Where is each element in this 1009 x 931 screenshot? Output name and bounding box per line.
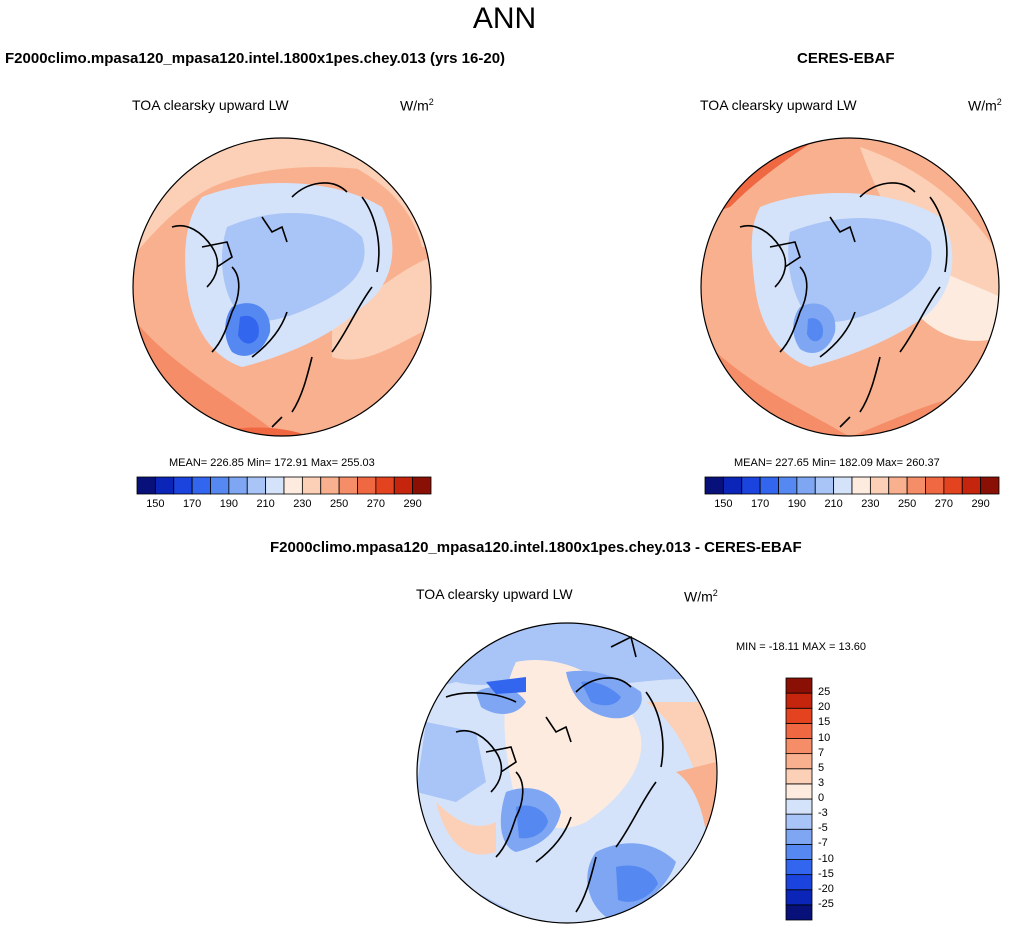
panel2-colorbar-swatch — [704, 476, 724, 495]
panel3-colorbar-swatch — [785, 753, 813, 770]
panel2-colorbar-swatch — [943, 476, 963, 495]
panel1-colorbar-swatch — [265, 476, 285, 495]
panel2-colorbar-swatch — [869, 476, 890, 495]
panel3-colorbar-swatch — [785, 874, 813, 891]
panel3-map — [416, 622, 718, 924]
panel3-colorbar-tick-label: -20 — [818, 882, 834, 895]
panel1-map — [132, 137, 432, 437]
panel3-colorbar-tick-label: -5 — [818, 822, 828, 835]
panel1-units: W/m2 — [400, 97, 434, 114]
panel2-map — [700, 137, 1000, 437]
panel1-colorbar-swatch — [246, 476, 267, 495]
panel1-colorbar-tick-label: 190 — [219, 498, 239, 510]
panel2-colorbar-tick-label: 270 — [934, 498, 954, 510]
panel1-colorbar-swatch — [375, 476, 395, 495]
panel2-colorbar — [704, 476, 1000, 495]
panel2-colorbar-tick-label: 210 — [824, 498, 843, 510]
panel2-colorbar-tick-label: 230 — [861, 498, 880, 510]
panel1-colorbar — [136, 476, 432, 495]
panel1-stats: MEAN= 226.85 Min= 172.91 Max= 255.03 — [169, 457, 375, 469]
panel3-colorbar-swatch — [785, 783, 813, 800]
panel3-colorbar-swatch — [785, 904, 813, 921]
panel3-colorbar-tick-label: -25 — [818, 897, 834, 910]
panel2-units: W/m2 — [968, 97, 1002, 114]
panel3-colorbar-swatch — [785, 859, 813, 876]
panel3-colorbar-swatch — [785, 828, 813, 845]
panel1-colorbar-swatch — [357, 476, 377, 495]
panel3-colorbar-tick-label: 25 — [818, 686, 831, 699]
panel2-colorbar-swatch — [980, 476, 1000, 495]
panel2-colorbar-swatch — [961, 476, 982, 495]
panel3-colorbar-tick-label: 5 — [818, 761, 825, 774]
panel1-colorbar-swatch — [228, 476, 248, 495]
panel3-colorbar-tick-label: 7 — [818, 746, 825, 759]
panel2-colorbar-tick-label: 290 — [971, 498, 990, 510]
panel3-colorbar-swatch — [785, 692, 813, 709]
panel2-colorbar-swatch — [759, 476, 779, 495]
panel3-colorbar-tick-label: 3 — [818, 776, 825, 789]
panel1-colorbar-swatch — [136, 476, 156, 495]
panel1-colorbar-tick-label: 230 — [293, 498, 312, 510]
panel2-title: CERES-EBAF — [797, 50, 895, 67]
panel1-colorbar-swatch — [191, 476, 211, 495]
figure-title: ANN — [472, 2, 537, 35]
panel3-colorbar-swatch — [785, 813, 813, 830]
panel3-colorbar-swatch — [785, 798, 813, 815]
panel1-colorbar-tick-label: 270 — [366, 498, 386, 510]
panel3-colorbar-tick-label: 10 — [818, 731, 831, 744]
panel2-colorbar-swatch — [796, 476, 816, 495]
panel1-colorbar-swatch — [320, 476, 340, 495]
panel2-colorbar-swatch — [722, 476, 743, 495]
panel1-colorbar-tick-label: 170 — [182, 498, 202, 510]
panel1-colorbar-swatch — [393, 476, 414, 495]
panel1-colorbar-swatch — [154, 476, 175, 495]
panel2-stats: MEAN= 227.65 Min= 182.09 Max= 260.37 — [734, 457, 940, 469]
panel3-colorbar-swatch — [785, 889, 813, 906]
panel3-units: W/m2 — [684, 588, 718, 605]
panel1-colorbar-swatch — [412, 476, 432, 495]
panel3-colorbar-tick-label: 20 — [818, 701, 831, 714]
panel3-colorbar-swatch — [785, 843, 813, 860]
panel3-colorbar-swatch — [785, 722, 813, 739]
panel1-colorbar-tick-label: 250 — [329, 498, 349, 510]
panel3-colorbar-swatch — [785, 738, 813, 755]
panel1-colorbar-swatch — [210, 476, 230, 495]
panel1-colorbar-swatch — [338, 476, 358, 495]
panel2-colorbar-swatch — [925, 476, 945, 495]
panel1-colorbar-swatch — [173, 476, 193, 495]
panel1-colorbar-tick-label: 290 — [403, 498, 422, 510]
panel2-variable: TOA clearsky upward LW — [700, 97, 857, 113]
panel2-colorbar-swatch — [741, 476, 761, 495]
panel2-colorbar-swatch — [778, 476, 798, 495]
panel3-colorbar-swatch — [785, 707, 813, 724]
panel3-colorbar-swatch — [785, 768, 813, 785]
panel3-stats: MIN = -18.11 MAX = 13.60 — [736, 641, 867, 653]
panel2-colorbar-swatch — [888, 476, 908, 495]
panel3-colorbar-tick-label: 0 — [818, 792, 825, 804]
panel1-colorbar-tick-label: 150 — [146, 498, 165, 510]
panel1-colorbar-swatch — [283, 476, 303, 495]
panel2-colorbar-tick-label: 150 — [714, 498, 733, 510]
panel2-colorbar-swatch — [814, 476, 835, 495]
panel3-colorbar-tick-label: -7 — [818, 837, 828, 850]
panel1-title: F2000climo.mpasa120_mpasa120.intel.1800x… — [5, 50, 506, 67]
panel3-colorbar-tick-label: 15 — [818, 716, 831, 729]
panel3-colorbar — [785, 677, 813, 921]
panel1-colorbar-tick-label: 210 — [256, 498, 275, 510]
panel2-colorbar-tick-label: 170 — [750, 498, 770, 510]
panel3-colorbar-tick-label: -3 — [818, 807, 828, 820]
panel3-colorbar-tick-label: -10 — [818, 852, 834, 865]
panel3-title: F2000climo.mpasa120_mpasa120.intel.1800x… — [270, 539, 802, 556]
panel2-colorbar-swatch — [851, 476, 871, 495]
panel3-colorbar-tick-label: -15 — [818, 867, 834, 880]
panel2-colorbar-tick-label: 190 — [787, 498, 807, 510]
panel2-colorbar-tick-label: 250 — [897, 498, 917, 510]
panel2-colorbar-swatch — [833, 476, 853, 495]
panel1-variable: TOA clearsky upward LW — [132, 97, 289, 113]
panel3-colorbar-swatch — [785, 677, 813, 694]
panel2-colorbar-swatch — [906, 476, 926, 495]
panel1-colorbar-swatch — [301, 476, 322, 495]
panel3-variable: TOA clearsky upward LW — [416, 586, 573, 602]
